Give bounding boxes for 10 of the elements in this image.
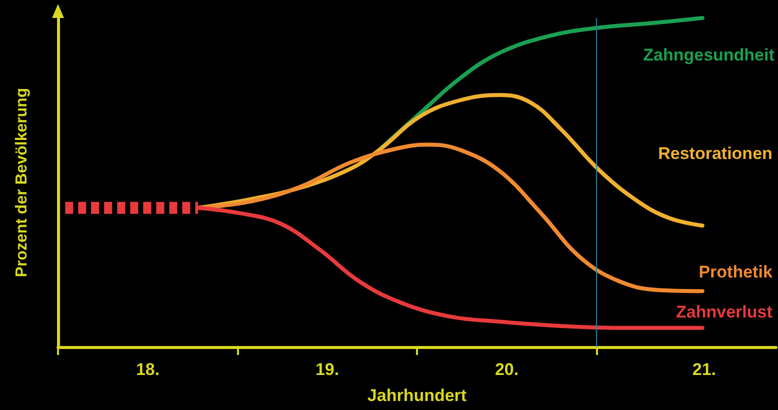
x-tick-label: 19. [315, 360, 340, 379]
series-label: Zahnverlust [676, 302, 773, 322]
x-tick-label: 21. [692, 360, 716, 379]
series-label: Prothetik [698, 262, 773, 282]
x-tick-label: 20. [494, 360, 519, 379]
text: Restorationen [658, 144, 772, 164]
x-axis-title: Jahrhundert [367, 386, 467, 405]
series-label: Zahngesundheit [643, 46, 775, 64]
y-axis-title: Prozent der Bevölkerung [14, 88, 30, 278]
x-tick-label: 18. [136, 360, 160, 379]
